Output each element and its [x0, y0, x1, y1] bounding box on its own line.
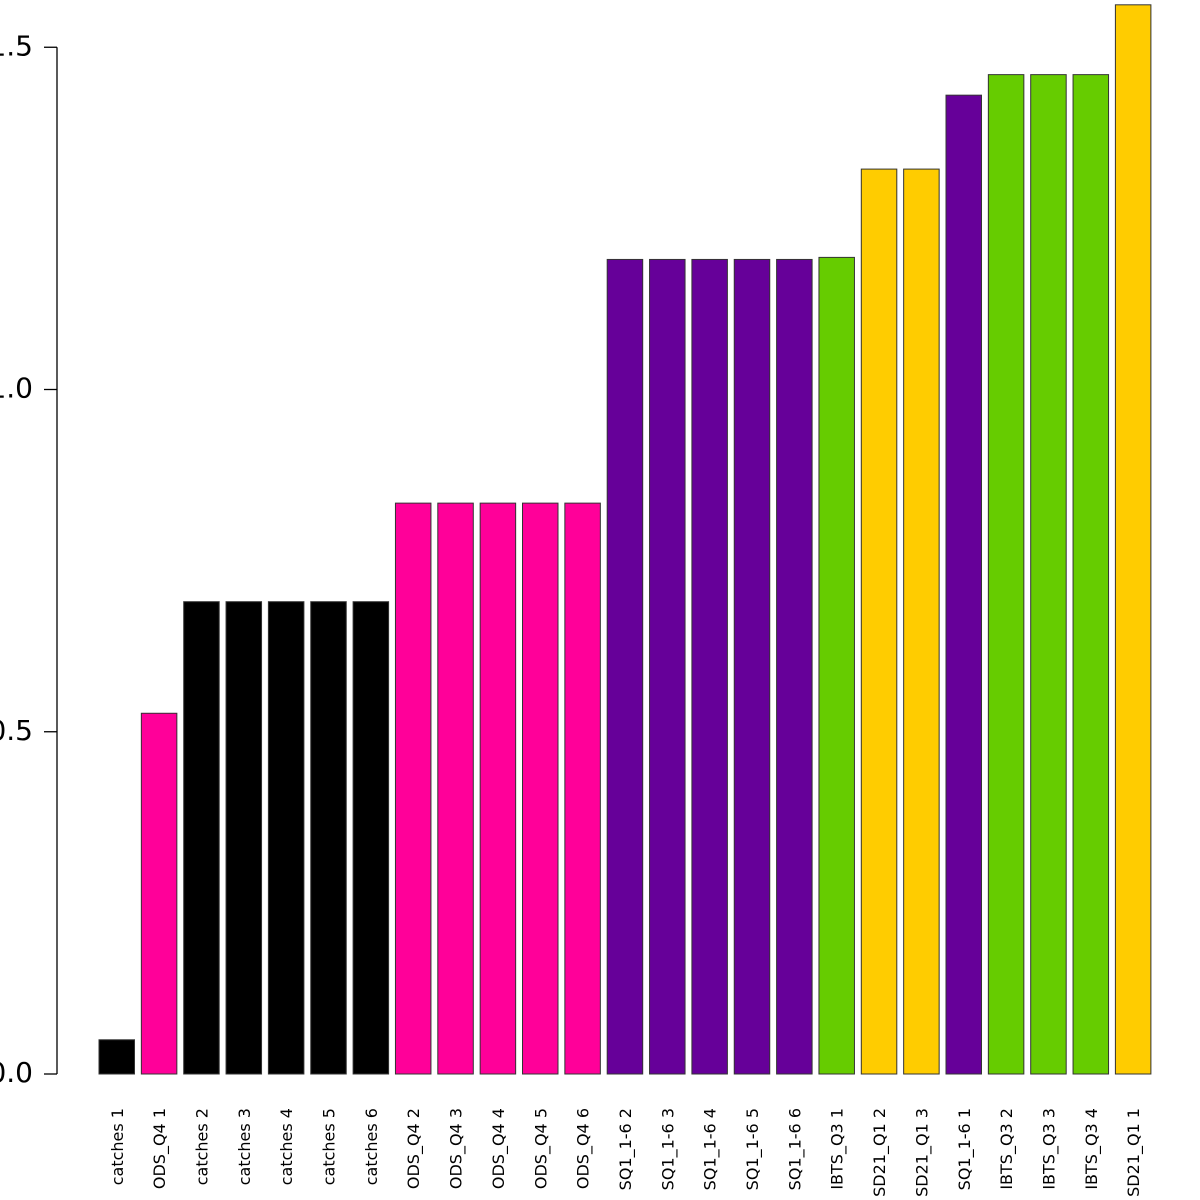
x-tick-label: ODS_Q4 1	[150, 1108, 170, 1189]
x-tick-label: SQ1_1-6 5	[743, 1108, 763, 1190]
x-tick-label: IBTS_Q3 1	[828, 1108, 848, 1190]
bar	[987, 74, 1025, 1075]
x-tick-label: ODS_Q4 3	[447, 1108, 467, 1189]
bar	[1072, 74, 1110, 1075]
x-tick-label: ODS_Q4 5	[531, 1108, 551, 1189]
x-tick-label: ODS_Q4 2	[404, 1108, 424, 1189]
bar	[818, 256, 855, 1075]
bar	[776, 258, 813, 1075]
bar	[522, 502, 559, 1075]
bar	[183, 601, 220, 1075]
y-tick-label: 0.5	[0, 714, 33, 747]
bar	[1114, 4, 1152, 1075]
x-tick-label: IBTS_Q3 4	[1082, 1108, 1102, 1190]
bar	[1030, 74, 1067, 1075]
x-tick-label: SQ1_1-6 3	[658, 1108, 678, 1190]
x-tick-label: SQ1_1-6 4	[701, 1108, 721, 1190]
bar	[860, 168, 898, 1075]
bar	[479, 502, 517, 1075]
x-tick-label: IBTS_Q3 3	[1039, 1108, 1059, 1190]
x-tick-label: catches 5	[320, 1108, 339, 1185]
bar	[945, 94, 982, 1075]
x-tick-label: ODS_Q4 4	[489, 1108, 509, 1189]
bar	[225, 601, 263, 1075]
bar	[98, 1039, 135, 1075]
y-tick-label: 1.0	[0, 372, 33, 405]
x-tick-label: catches 3	[235, 1108, 254, 1185]
bar	[394, 502, 432, 1075]
bar	[140, 712, 178, 1075]
y-tick-label: 0.0	[0, 1056, 33, 1089]
x-tick-label: SD21_Q1 3	[912, 1108, 932, 1197]
bar	[267, 601, 305, 1075]
y-axis: 0.0 0.5 1.0 1.5	[0, 29, 58, 1089]
bar	[437, 502, 474, 1075]
x-tick-label: SD21_Q1 2	[870, 1108, 890, 1197]
x-tick-label: catches 1	[108, 1108, 127, 1185]
bar	[352, 601, 390, 1075]
x-tick-label: catches 2	[192, 1108, 211, 1185]
bar	[903, 168, 940, 1075]
x-tick-label: SQ1_1-6 1	[955, 1108, 975, 1190]
x-axis-labels: catches 1 ODS_Q4 1 catches 2 catches 3 catch…	[108, 1108, 1144, 1197]
x-tick-label: ODS_Q4 6	[574, 1108, 594, 1189]
bar	[310, 601, 347, 1075]
bar	[649, 258, 686, 1075]
x-tick-label: IBTS_Q3 2	[997, 1108, 1017, 1190]
bar	[691, 258, 728, 1075]
x-tick-label: catches 6	[362, 1108, 381, 1185]
x-tick-label: SD21_Q1 1	[1124, 1108, 1144, 1197]
bars	[98, 4, 1152, 1075]
y-tick-label: 1.5	[0, 29, 33, 62]
x-tick-label: catches 4	[277, 1108, 296, 1185]
x-tick-label: SQ1_1-6 6	[785, 1108, 805, 1190]
x-tick-label: SQ1_1-6 2	[616, 1108, 636, 1190]
bar	[606, 258, 644, 1075]
bar	[564, 502, 601, 1075]
bar	[733, 258, 771, 1075]
